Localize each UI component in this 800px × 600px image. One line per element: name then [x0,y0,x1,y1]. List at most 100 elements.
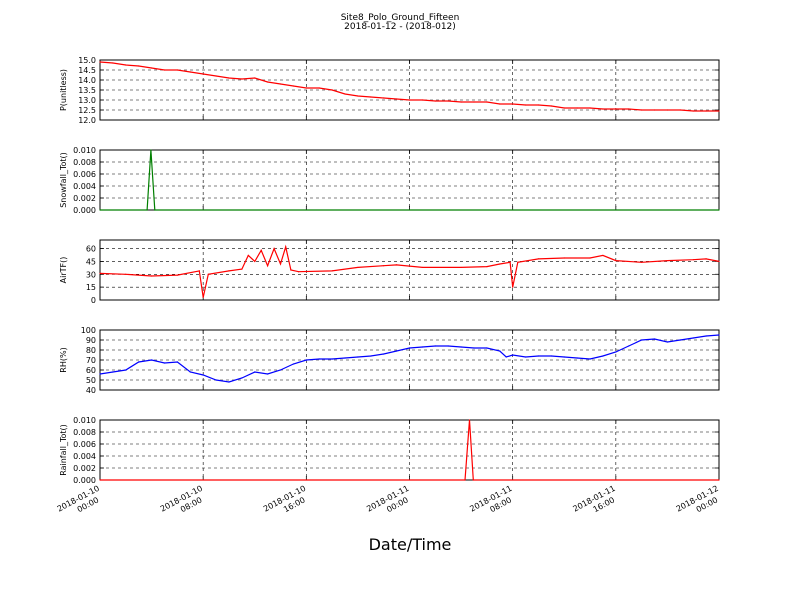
data-point [473,347,475,349]
data-point [254,371,256,373]
data-point [331,89,333,91]
data-point [154,209,156,211]
data-point [228,270,230,272]
y-tick-label: 30 [86,270,96,279]
data-point [163,69,166,71]
data-point [279,263,282,265]
data-point [292,85,295,87]
y-tick-label: 0.006 [73,440,96,449]
data-point [344,357,346,359]
data-point [718,209,720,211]
data-point [176,69,178,71]
data-point [472,479,474,481]
x-tick-label: 2018-01-1200:00 [675,484,725,523]
data-point [563,356,565,358]
data-point [421,99,423,101]
data-point [357,266,359,269]
y-tick-label: 80 [86,346,96,355]
data-point [215,379,217,381]
data-point [628,345,630,347]
data-point [602,108,604,110]
y-tick-label: 50 [86,376,96,385]
chart-subtitle: 2018-01-12 - (2018-012) [344,22,456,32]
y-axis-label: P(unitless) [59,69,68,111]
data-point [125,369,127,371]
y-tick-label: 0.000 [73,206,96,215]
data-point [602,254,604,257]
data-point [285,246,287,248]
data-point [679,109,681,111]
data-point [517,261,519,263]
data-point [421,346,423,348]
data-point [146,209,148,211]
data-point [99,61,101,63]
data-point [396,264,398,266]
y-axis-label: Snowfall_Tot() [59,152,68,208]
y-tick-label: 0.008 [73,158,96,167]
data-point [331,270,333,272]
data-point [641,339,643,341]
y-axis-label: RH(%) [59,347,68,372]
x-tick-label: 2018-01-1108:00 [468,484,518,523]
x-tick-label: 2018-01-1008:00 [159,484,209,523]
data-point [486,101,488,103]
data-point [447,345,449,347]
data-point [125,64,127,66]
x-axis-label: Date/Time [369,535,452,554]
data-point [99,272,101,275]
y-tick-label: 0.010 [73,416,96,425]
data-point [207,273,209,275]
data-point [576,107,578,109]
y-tick-label: 70 [86,356,96,365]
data-point [718,479,720,481]
data-point [215,75,217,77]
data-point [464,479,466,481]
data-point [589,257,591,259]
y-tick-label: 0.004 [73,452,96,461]
data-point [189,71,191,73]
data-point [247,254,249,257]
data-point [305,87,307,89]
data-point [305,359,307,361]
data-point [297,271,300,273]
data-point [718,110,720,112]
y-tick-label: 0.006 [73,170,96,179]
y-tick-label: 45 [86,257,96,266]
data-point [641,261,643,263]
data-point [279,83,282,85]
y-tick-label: 0.000 [73,476,96,485]
data-point [434,100,436,102]
data-point [615,108,617,110]
series-line [99,334,720,383]
data-point [537,355,540,357]
x-tick-label: 2018-01-1000:00 [56,484,106,523]
panel-5: 0.000 0.002 0.004 0.006 0.008 0.010 Rainfall_T… [59,416,720,485]
data-point [176,361,178,363]
data-point [679,339,681,341]
data-point [290,269,292,271]
data-point [468,419,471,421]
data-point [512,354,514,356]
data-point [138,361,140,363]
data-point [150,359,153,361]
data-point [383,265,385,267]
data-point [653,109,656,111]
data-point [383,97,385,99]
data-point [189,371,191,373]
data-point [499,103,501,105]
data-point [602,355,604,357]
data-point [241,78,243,80]
data-point [370,355,372,357]
data-point [666,259,669,262]
y-axis-label: AirTF() [59,257,68,284]
data-point [383,353,385,355]
data-point [718,334,720,336]
data-point [505,356,507,358]
data-point [150,275,153,277]
y-tick-label: 100 [81,326,96,335]
y-tick-label: 60 [86,245,96,254]
data-point [267,81,269,83]
data-point [198,270,200,272]
data-point [512,286,514,288]
